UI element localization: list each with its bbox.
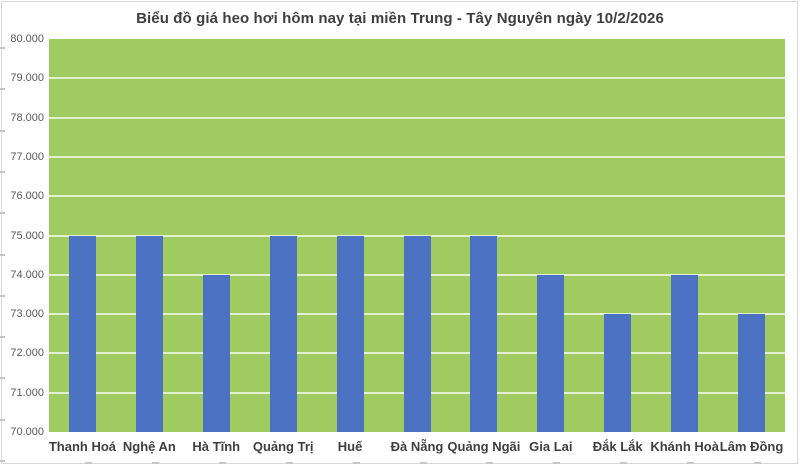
left-edge-tick — [0, 212, 5, 215]
left-edge-tick — [0, 129, 5, 132]
x-tick-label: Gia Lai — [529, 439, 573, 454]
x-tick-label: Huế — [337, 439, 363, 454]
y-tick-label: 78.000 — [10, 111, 44, 124]
bottom-edge-tick — [754, 462, 761, 464]
left-edge-tick — [0, 460, 5, 462]
y-tick-label: 74.000 — [10, 268, 44, 281]
left-edge-tick — [0, 253, 5, 256]
y-tick-label: 80.000 — [10, 33, 44, 45]
x-tick-label: Lâm Đồng — [719, 439, 784, 454]
left-edge-tick — [0, 418, 5, 421]
x-tick-label: Quảng Ngãi — [447, 439, 521, 454]
x-tick-label: Đắk Lắk — [592, 439, 643, 454]
y-tick-label: 73.000 — [10, 308, 44, 321]
bottom-edge-tick — [218, 462, 226, 464]
bottom-edge-tick — [553, 462, 561, 464]
x-tick-label: Nghệ An — [122, 439, 176, 454]
chart-bar — [470, 235, 498, 432]
y-tick-label: 70.000 — [10, 426, 44, 438]
bottom-edge-tick — [151, 462, 159, 464]
chart-bar — [269, 235, 297, 432]
chart-bar — [68, 235, 96, 432]
left-edge-tick — [0, 336, 5, 339]
x-tick-label: Hà Tĩnh — [192, 439, 241, 454]
chart-bar — [403, 235, 431, 432]
bottom-edge-tick — [352, 462, 360, 464]
x-tick-label: Quảng Trị — [252, 439, 314, 454]
left-edge-tick — [0, 170, 5, 173]
gridline — [49, 155, 785, 158]
left-edge-tick — [0, 377, 5, 380]
chart-bar — [202, 274, 230, 432]
y-tick-label: 72.000 — [10, 347, 44, 360]
plot-area — [49, 39, 785, 432]
bottom-edge-tick — [419, 462, 427, 464]
bottom-edge-tick — [85, 462, 92, 464]
bottom-edge-tick — [620, 462, 628, 464]
gridline — [49, 116, 785, 119]
left-edge-tick — [0, 294, 5, 297]
y-tick-label: 75.000 — [10, 229, 44, 242]
left-edge-tick — [0, 88, 5, 91]
chart-bar — [604, 314, 632, 432]
bottom-edge-tick — [486, 462, 494, 464]
gridline — [49, 77, 785, 80]
bottom-edge-tick — [285, 462, 293, 464]
x-tick-label: Thanh Hoá — [48, 439, 117, 454]
gridline — [49, 195, 785, 198]
y-tick-label: 71.000 — [10, 386, 44, 399]
chart-bar — [336, 235, 364, 432]
y-tick-label: 79.000 — [10, 72, 44, 85]
chart-title: Biểu đồ giá heo hơi hôm nay tại miền Tru… — [136, 10, 664, 27]
x-tick-label: Khánh Hoà — [650, 439, 719, 454]
y-tick-label: 77.000 — [10, 150, 44, 163]
bottom-edge-tick — [687, 462, 695, 464]
left-edge-tick — [0, 47, 5, 49]
chart-bar — [537, 274, 565, 432]
y-tick-label: 76.000 — [10, 190, 44, 203]
chart-bar — [671, 274, 699, 432]
chart-bar — [135, 235, 163, 432]
x-tick-label: Đà Nẵng — [390, 439, 444, 454]
chart-bar — [738, 314, 766, 432]
